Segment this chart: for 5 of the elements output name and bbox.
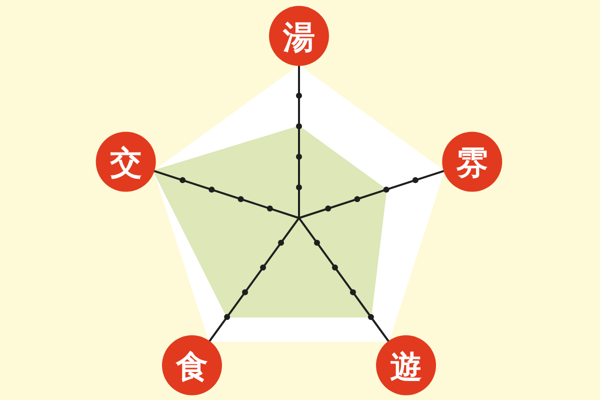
spoke-label: 雰 (456, 144, 488, 182)
spoke-label: 遊 (390, 347, 422, 386)
spoke-label: 交 (108, 144, 142, 182)
spoke-label: 湯 (282, 18, 315, 56)
spoke-label: 食 (174, 347, 208, 386)
